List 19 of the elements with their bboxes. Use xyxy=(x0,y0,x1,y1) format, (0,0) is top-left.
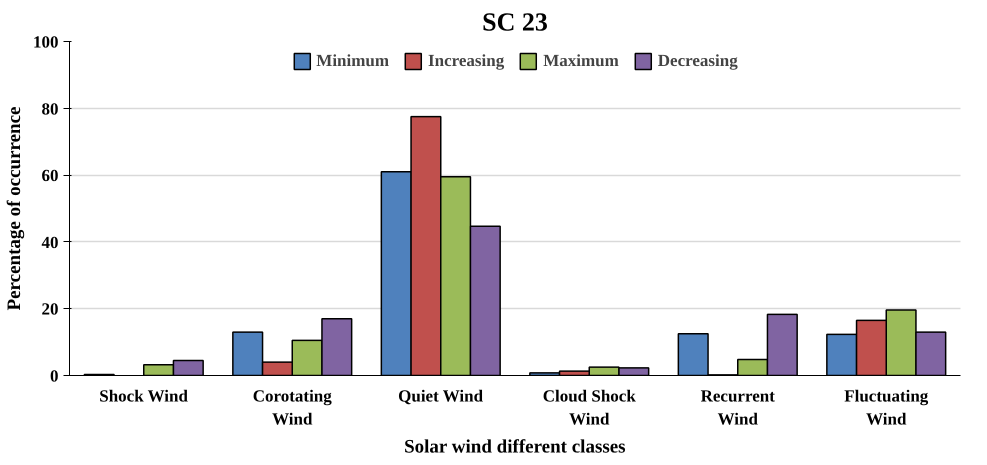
y-axis-title: Percentage of occurrence xyxy=(4,106,25,310)
legend-label: Minimum xyxy=(316,51,390,71)
y-tick-label: 60 xyxy=(42,166,58,186)
y-tick-label: 40 xyxy=(42,232,58,252)
y-tick-label: 80 xyxy=(42,99,58,118)
x-tick-label: Quiet Wind xyxy=(398,386,484,406)
legend-label: Decreasing xyxy=(658,51,738,71)
y-tick-label: 0 xyxy=(50,366,58,386)
x-tick-label: Shock Wind xyxy=(99,386,188,406)
x-tick-label: Recurrent Wind xyxy=(700,386,776,428)
chart-title: SC 23 xyxy=(482,8,548,36)
x-axis-title: Solar wind different classes xyxy=(404,436,626,458)
x-tick-label: Corotating Wind xyxy=(252,386,332,428)
x-tick-label: Cloud Shock Wind xyxy=(542,386,636,428)
x-tick-label: Fluctuating Wind xyxy=(844,386,929,428)
legend-label: Maximum xyxy=(543,51,619,71)
legend-label: Increasing xyxy=(428,51,504,71)
y-tick-label: 100 xyxy=(33,32,58,52)
y-tick-label: 20 xyxy=(42,300,58,319)
